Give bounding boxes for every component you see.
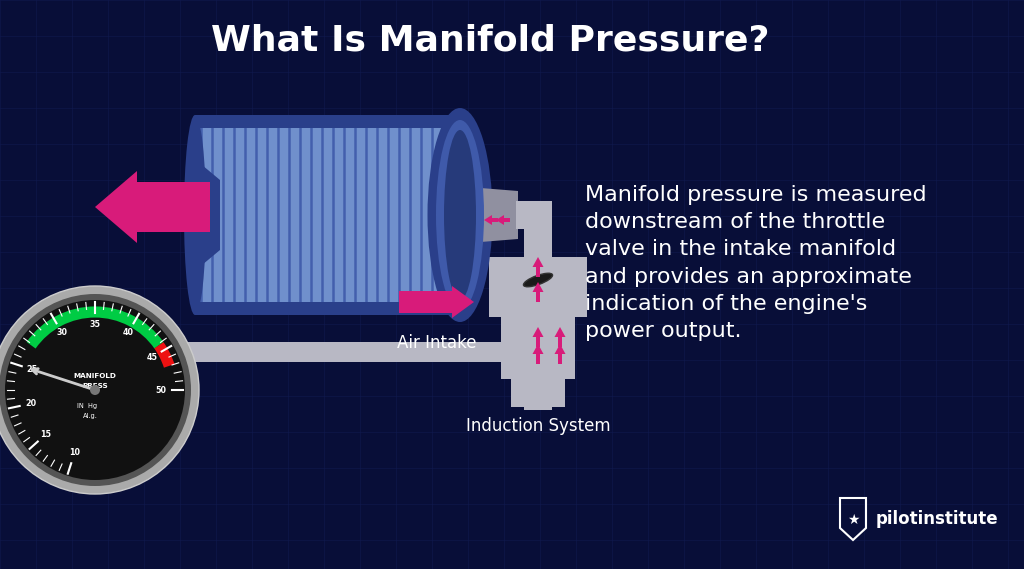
Text: MANIFOLD: MANIFOLD bbox=[74, 373, 117, 379]
Text: Induction System: Induction System bbox=[466, 417, 610, 435]
Text: 15: 15 bbox=[41, 430, 51, 439]
FancyArrow shape bbox=[555, 327, 565, 347]
Polygon shape bbox=[190, 155, 220, 275]
FancyArrow shape bbox=[532, 327, 544, 347]
Bar bbox=[516, 201, 538, 229]
Circle shape bbox=[90, 385, 100, 395]
FancyArrow shape bbox=[532, 344, 544, 364]
Text: 35: 35 bbox=[89, 320, 100, 328]
Bar bbox=[524, 201, 552, 410]
FancyArrow shape bbox=[484, 215, 498, 225]
Ellipse shape bbox=[444, 130, 476, 300]
Bar bbox=[195, 115, 460, 315]
Ellipse shape bbox=[184, 115, 206, 315]
Ellipse shape bbox=[523, 273, 553, 287]
Text: 20: 20 bbox=[25, 399, 36, 408]
Bar bbox=[489, 257, 587, 317]
Text: ★: ★ bbox=[847, 513, 859, 527]
Text: IN  Hg: IN Hg bbox=[77, 403, 97, 409]
Text: 10: 10 bbox=[69, 448, 80, 457]
Bar bbox=[185, 342, 501, 362]
Text: Manifold pressure is measured
downstream of the throttle
valve in the intake man: Manifold pressure is measured downstream… bbox=[585, 185, 927, 341]
Text: What Is Manifold Pressure?: What Is Manifold Pressure? bbox=[211, 23, 769, 57]
FancyArrow shape bbox=[95, 171, 210, 243]
Text: pilotinstitute: pilotinstitute bbox=[876, 510, 998, 528]
Bar bbox=[511, 379, 565, 407]
Text: 45: 45 bbox=[146, 353, 158, 361]
FancyArrow shape bbox=[555, 344, 565, 364]
Polygon shape bbox=[468, 187, 518, 243]
FancyArrow shape bbox=[532, 282, 544, 302]
Text: 40: 40 bbox=[123, 328, 133, 337]
Text: 30: 30 bbox=[56, 328, 68, 337]
Text: Al.g.: Al.g. bbox=[83, 413, 97, 419]
Bar bbox=[195, 302, 460, 315]
Circle shape bbox=[0, 286, 199, 494]
Bar bbox=[195, 115, 460, 128]
Circle shape bbox=[5, 300, 185, 480]
FancyArrow shape bbox=[532, 257, 544, 277]
FancyArrow shape bbox=[399, 286, 474, 318]
Text: Air Intake: Air Intake bbox=[397, 334, 477, 352]
Text: 25: 25 bbox=[27, 365, 38, 374]
Ellipse shape bbox=[427, 108, 493, 322]
FancyArrow shape bbox=[496, 215, 510, 225]
Circle shape bbox=[0, 294, 191, 486]
Text: 50: 50 bbox=[156, 386, 167, 394]
Bar bbox=[501, 317, 575, 379]
Text: PRESS: PRESS bbox=[82, 383, 108, 389]
Ellipse shape bbox=[436, 120, 484, 310]
